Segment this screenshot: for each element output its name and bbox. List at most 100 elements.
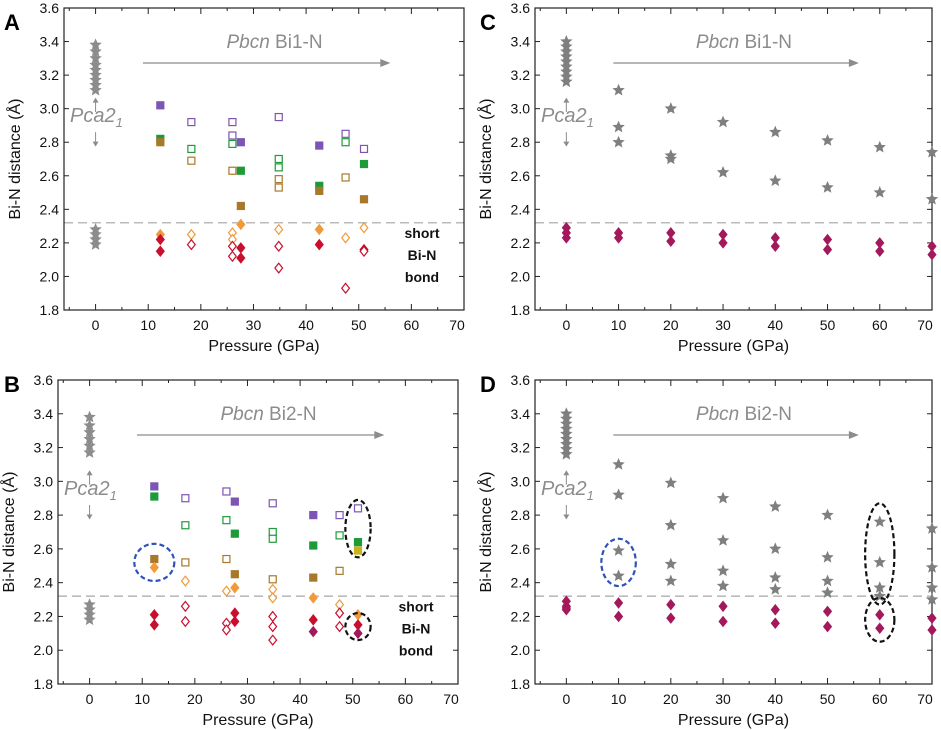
diamond-point xyxy=(613,610,624,623)
star-point xyxy=(769,542,782,555)
square-point xyxy=(274,163,283,172)
star-point xyxy=(89,83,102,96)
star-point xyxy=(873,581,886,593)
star-point xyxy=(716,564,730,577)
square-point xyxy=(236,166,245,175)
square-point xyxy=(335,566,344,575)
panel-letter: A xyxy=(4,10,20,35)
x-axis-label: Pressure (GPa) xyxy=(202,712,313,729)
x-axis-label: Pressure (GPa) xyxy=(208,338,319,355)
phase-title: Pbcn Bi1-N xyxy=(696,32,792,53)
square-point xyxy=(341,173,350,182)
diamond-point xyxy=(149,619,159,631)
diamond-point xyxy=(274,262,284,274)
diamond-point xyxy=(340,282,351,294)
x-tick-label: 10 xyxy=(134,691,150,707)
series-green-open xyxy=(187,138,350,172)
diamond-point xyxy=(180,615,190,628)
y-tick-label: 2.8 xyxy=(40,134,60,150)
star-point xyxy=(664,574,677,587)
x-tick-label: 60 xyxy=(404,317,420,333)
pca-arrowhead-down xyxy=(86,514,93,520)
y-tick-label: 2.4 xyxy=(511,575,531,591)
x-tick-label: 10 xyxy=(140,317,156,333)
x-tick-label: 20 xyxy=(193,317,209,333)
diamond-point xyxy=(927,624,937,636)
x-tick-label: 30 xyxy=(240,691,256,707)
diamond-point xyxy=(268,610,278,623)
square-point xyxy=(228,117,237,127)
square-point xyxy=(222,516,231,525)
diamond-point xyxy=(227,240,238,253)
diamond-point xyxy=(770,603,780,616)
square-point xyxy=(353,538,363,547)
y-tick-label: 2.0 xyxy=(511,642,531,658)
square-point xyxy=(359,195,369,204)
y-tick-label: 3.0 xyxy=(34,473,54,489)
square-point xyxy=(309,541,318,550)
series-green-filled xyxy=(150,492,363,550)
diamond-point xyxy=(718,600,728,613)
y-tick-label: 3.4 xyxy=(40,34,60,50)
x-tick-label: 0 xyxy=(562,691,570,707)
y-tick-label: 3.0 xyxy=(511,101,531,117)
square-point xyxy=(228,131,237,140)
diamond-point xyxy=(334,607,345,619)
square-point xyxy=(228,166,237,175)
phase-title-rest: Bi2-N xyxy=(264,404,317,425)
phase-title-italic: Pbcn xyxy=(696,32,739,53)
diamond-point xyxy=(822,243,833,256)
series-pbcn-diamonds xyxy=(613,227,937,261)
star-point xyxy=(716,579,730,592)
star-point xyxy=(89,38,102,51)
diamond-point xyxy=(221,624,232,636)
star-point xyxy=(769,582,782,595)
y-tick-label: 3.4 xyxy=(511,406,531,422)
star-point xyxy=(769,125,782,138)
y-tick-label: 3.4 xyxy=(511,34,531,50)
x-tick-label: 50 xyxy=(820,317,836,333)
phase-arrowhead xyxy=(380,59,391,67)
star-point xyxy=(83,419,96,431)
square-point xyxy=(359,159,369,169)
pca-label-sub: 1 xyxy=(116,115,123,130)
plot-frame xyxy=(63,7,465,311)
phase-title: Pbcn Bi1-N xyxy=(226,32,322,53)
diamond-point xyxy=(308,614,318,626)
plot-frame xyxy=(57,379,459,685)
pca-label-main: Pca2 xyxy=(541,478,587,500)
series-magenta-filled xyxy=(308,625,363,640)
square-point xyxy=(341,138,350,147)
x-axis-label: Pressure (GPa) xyxy=(678,712,789,729)
y-axis-label: Bi-N distance (Å) xyxy=(476,99,495,220)
y-tick-label: 2.2 xyxy=(511,608,531,624)
star-point xyxy=(83,410,96,423)
y-tick-label: 3.0 xyxy=(40,101,60,117)
y-tick-label: 3.6 xyxy=(40,0,60,16)
star-point xyxy=(83,446,96,458)
x-tick-label: 20 xyxy=(663,691,679,707)
pca-label: Pca21 xyxy=(64,478,117,503)
star-point xyxy=(925,581,939,593)
series-red-open xyxy=(180,600,345,646)
diamond-point xyxy=(186,238,196,251)
series-pbcn-diamonds xyxy=(613,597,937,636)
star-point xyxy=(769,571,782,583)
x-tick-label: 70 xyxy=(917,317,933,333)
diamond-point xyxy=(561,603,571,616)
y-tick-label: 2.4 xyxy=(511,201,531,217)
diamond-point xyxy=(308,625,318,638)
x-tick-label: 70 xyxy=(917,691,933,707)
series-pca2-1-stars xyxy=(83,410,96,626)
star-point xyxy=(664,476,677,489)
square-point xyxy=(315,186,324,195)
x-tick-label: 40 xyxy=(768,317,784,333)
square-point xyxy=(222,554,231,564)
phase-arrowhead xyxy=(848,59,859,67)
diamond-point xyxy=(274,223,284,236)
star-point xyxy=(873,555,886,568)
diamond-point xyxy=(359,245,369,258)
phase-title-italic: Pbcn xyxy=(220,404,263,425)
diamond-point xyxy=(268,634,278,646)
